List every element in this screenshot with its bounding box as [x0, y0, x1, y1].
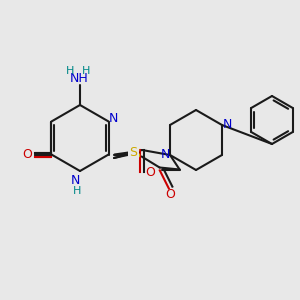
Text: O: O — [145, 166, 155, 178]
Text: N: N — [70, 175, 80, 188]
Text: H: H — [82, 66, 90, 76]
Text: N: N — [109, 112, 118, 125]
Text: N: N — [222, 118, 232, 131]
Text: O: O — [166, 188, 176, 201]
Text: H: H — [66, 66, 74, 76]
Text: N: N — [160, 148, 170, 161]
Text: NH: NH — [70, 71, 88, 85]
Text: O: O — [22, 148, 32, 161]
Text: S: S — [130, 146, 138, 159]
Text: S: S — [133, 148, 141, 161]
Text: H: H — [73, 186, 81, 196]
